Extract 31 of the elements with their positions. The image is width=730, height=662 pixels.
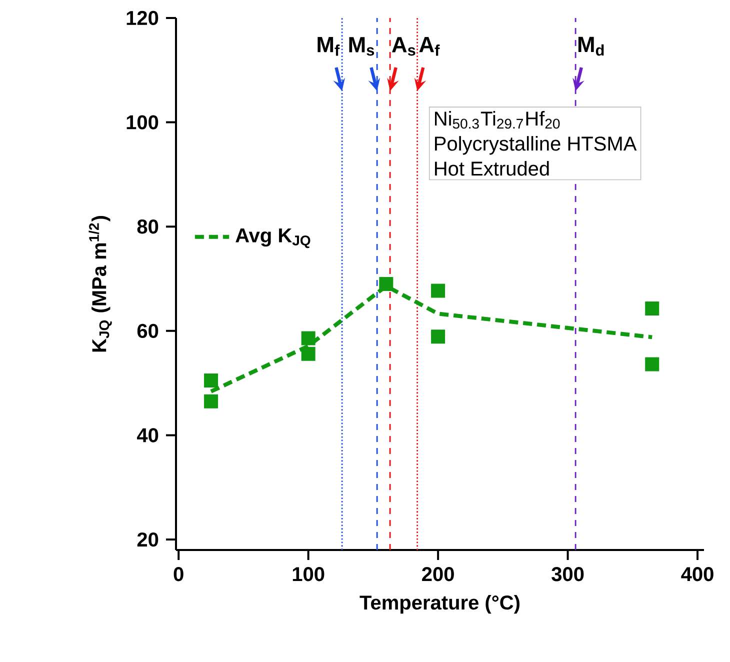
ref-line-label: A$_{f}$ <box>419 36 440 56</box>
x-tick-label: 300 <box>552 567 584 582</box>
point <box>645 302 660 316</box>
y-tick-label: 80 <box>137 220 158 234</box>
point <box>204 394 218 408</box>
y-tick-label: 40 <box>137 428 158 442</box>
point <box>204 373 218 388</box>
point <box>431 284 446 298</box>
y-tick-label: 120 <box>126 10 158 26</box>
point <box>301 331 316 346</box>
annotation: Ni$_{50.3}$Ti$_{29.7}$Hf$_{20}$ <box>435 111 560 129</box>
x-tick-label: 400 <box>681 567 714 582</box>
y-tick-label: 100 <box>126 115 158 130</box>
point <box>301 346 316 361</box>
ref-line-label: A$_{s}$ <box>392 37 416 56</box>
y-tick-label: 60 <box>137 324 158 338</box>
ref-line-label: M$_{d}$ <box>578 36 604 56</box>
x-tick-label: 200 <box>422 567 454 582</box>
x-tick-label: 100 <box>292 567 324 582</box>
y-tick-label: 20 <box>137 532 158 547</box>
x-axis-title: Temperature (°C) <box>360 594 520 614</box>
ref-line-label: M$_{f}$ <box>318 36 340 56</box>
y-axis-title: K$_{JQ}$ (MPa m$^{1/2}$) <box>88 216 112 352</box>
point <box>645 357 660 372</box>
ref-line-label: M$_{s}$ <box>349 37 374 56</box>
point <box>379 276 394 291</box>
annotation: Polycrystalline HTSMA <box>435 136 637 155</box>
x-tick-label: 0 <box>174 567 184 582</box>
point <box>431 330 446 344</box>
legend-label: Avg K$_{JQ}$ <box>236 228 310 248</box>
annotation: Hot Extruded <box>435 161 549 176</box>
